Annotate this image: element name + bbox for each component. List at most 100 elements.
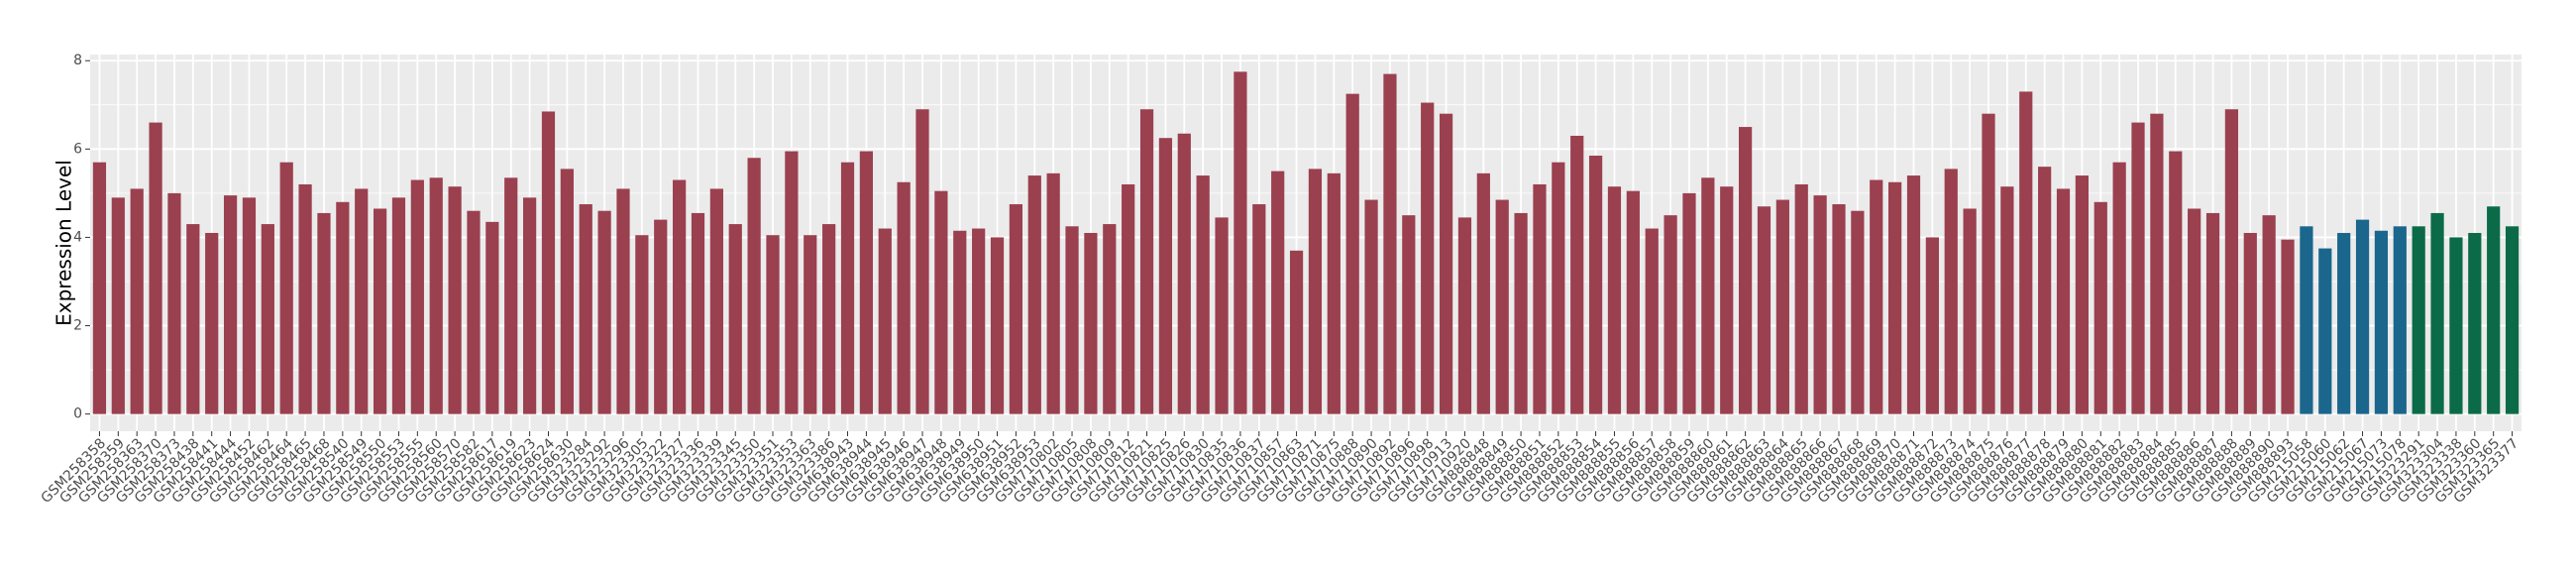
bar bbox=[1158, 138, 1173, 414]
bar bbox=[111, 197, 125, 414]
bar bbox=[934, 190, 948, 414]
bar bbox=[635, 235, 649, 414]
bar bbox=[1832, 204, 1846, 414]
bar bbox=[1588, 156, 1603, 414]
bar bbox=[1626, 190, 1640, 414]
bar bbox=[1457, 217, 1472, 414]
bar bbox=[2150, 113, 2164, 414]
bar bbox=[673, 179, 687, 414]
bar bbox=[2038, 167, 2052, 414]
bar bbox=[1177, 133, 1191, 414]
y-tick-label: 0 bbox=[73, 406, 82, 422]
bar bbox=[785, 151, 799, 414]
bar bbox=[186, 224, 200, 414]
bar bbox=[429, 177, 443, 414]
y-tick-label: 8 bbox=[73, 53, 82, 68]
bar bbox=[1682, 192, 1696, 414]
bar bbox=[654, 219, 668, 414]
bar bbox=[205, 232, 219, 414]
bar bbox=[1421, 102, 1435, 414]
bar bbox=[1757, 206, 1771, 414]
bar bbox=[990, 237, 1005, 414]
bar bbox=[2337, 232, 2351, 414]
bar bbox=[2393, 226, 2407, 414]
bar bbox=[1533, 183, 1547, 414]
bar bbox=[691, 212, 705, 414]
bar bbox=[2224, 109, 2239, 414]
bar bbox=[1664, 215, 1677, 414]
y-tick-label: 6 bbox=[73, 141, 82, 157]
bar bbox=[2112, 162, 2126, 414]
bar bbox=[728, 224, 742, 414]
bar bbox=[1701, 177, 1715, 414]
bar bbox=[804, 235, 817, 414]
bar bbox=[261, 224, 274, 414]
bar bbox=[1103, 224, 1117, 414]
bar bbox=[1252, 204, 1266, 414]
bar bbox=[1982, 113, 1995, 414]
bar bbox=[1215, 217, 1229, 414]
bar bbox=[410, 179, 424, 414]
bar bbox=[1739, 127, 1753, 414]
bar bbox=[2449, 237, 2463, 414]
bar bbox=[541, 111, 556, 414]
bar bbox=[1065, 226, 1079, 414]
bar bbox=[467, 210, 481, 414]
bar bbox=[2430, 212, 2444, 414]
bar bbox=[1645, 228, 1659, 414]
bar bbox=[1906, 175, 1921, 414]
bar bbox=[485, 221, 499, 414]
bar bbox=[1720, 186, 1734, 414]
bar bbox=[2019, 91, 2033, 414]
bar bbox=[279, 162, 293, 414]
bar bbox=[1289, 250, 1304, 414]
bar bbox=[1794, 183, 1808, 414]
bar bbox=[1271, 171, 1285, 414]
bar bbox=[897, 181, 911, 414]
bar bbox=[747, 158, 761, 414]
bar bbox=[2281, 239, 2295, 414]
bar bbox=[1439, 113, 1453, 414]
bar bbox=[391, 197, 406, 414]
bar bbox=[1813, 195, 1827, 414]
bar bbox=[298, 183, 312, 414]
bar bbox=[373, 208, 387, 414]
bar bbox=[317, 212, 331, 414]
bar bbox=[1383, 73, 1397, 414]
y-axis-title: Expression Level bbox=[53, 160, 76, 326]
bar bbox=[766, 235, 780, 414]
bar bbox=[709, 188, 723, 414]
bar bbox=[2300, 226, 2313, 414]
bar bbox=[1234, 71, 1247, 414]
bar bbox=[242, 197, 257, 414]
bar bbox=[2075, 175, 2089, 414]
bar bbox=[878, 228, 892, 414]
bar bbox=[1552, 162, 1565, 414]
bar bbox=[1122, 183, 1135, 414]
bar bbox=[1402, 215, 1416, 414]
bar bbox=[167, 192, 181, 414]
bar bbox=[2487, 206, 2501, 414]
bar bbox=[597, 210, 611, 414]
bar bbox=[2243, 232, 2257, 414]
bar bbox=[1139, 109, 1154, 414]
bar bbox=[448, 186, 462, 414]
bar bbox=[1196, 175, 1210, 414]
bar bbox=[840, 162, 855, 414]
bar bbox=[1027, 175, 1041, 414]
bar bbox=[953, 230, 967, 414]
bar bbox=[336, 201, 350, 414]
bar bbox=[149, 122, 162, 414]
bar bbox=[1870, 179, 1883, 414]
bar bbox=[2505, 226, 2520, 414]
bar bbox=[1570, 135, 1584, 414]
bar bbox=[1308, 169, 1323, 414]
bar bbox=[616, 188, 630, 414]
bar bbox=[1084, 232, 1098, 414]
bar bbox=[2262, 215, 2276, 414]
bar bbox=[2412, 226, 2425, 414]
bar bbox=[2355, 219, 2370, 414]
bar bbox=[1046, 172, 1060, 414]
